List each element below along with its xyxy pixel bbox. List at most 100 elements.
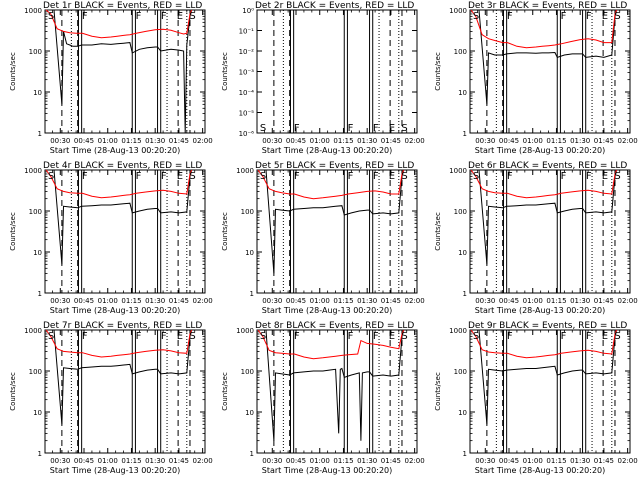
y-tick-label: 1000 [24, 7, 42, 15]
x-tick-label: 01:45 [594, 137, 614, 145]
x-tick-label: 01:15 [546, 297, 566, 305]
y-tick-label: 1000 [236, 327, 254, 335]
flag-label: F [82, 11, 88, 22]
flag-label: S [189, 331, 195, 342]
y-tick-label: 100 [29, 48, 42, 56]
x-tick-label: 01:00 [98, 297, 118, 305]
events-series-line [471, 169, 618, 265]
x-tick-label: 00:30 [262, 137, 282, 145]
y-tick-label: 1 [38, 290, 42, 298]
flag-label: F [136, 171, 142, 182]
x-tick-label: 01:15 [121, 137, 141, 145]
events-series-line [46, 169, 193, 265]
y-tick-label: 1 [250, 290, 254, 298]
panel-title: Det 8r BLACK = Events, RED = LLD [255, 321, 414, 331]
x-tick-label: 01:15 [333, 457, 353, 465]
x-tick-label: 02:00 [405, 297, 425, 305]
y-tick-label: 100 [241, 368, 254, 376]
x-tick-label: 02:00 [618, 297, 638, 305]
y-tick-label: 1 [463, 450, 467, 458]
y-axis-label: Counts/sec [221, 372, 229, 411]
x-tick-label: 01:45 [381, 297, 401, 305]
flag-label: F [348, 123, 354, 134]
flag-label: F [82, 171, 88, 182]
x-tick-label: 01:00 [98, 137, 118, 145]
x-tick-label: 01:45 [594, 457, 614, 465]
panel-det-5: Det 5r BLACK = Events, RED = LLD Counts/s… [221, 161, 425, 315]
plot-frame [256, 9, 418, 134]
lld-series-line [470, 329, 618, 359]
x-tick-label: 01:30 [145, 137, 165, 145]
panel-title: Det 2r BLACK = Events, RED = LLD [255, 1, 414, 11]
flag-label: E [602, 11, 608, 22]
flag-label: F [586, 171, 592, 182]
plot-frame [256, 169, 418, 294]
flag-label: E [177, 171, 183, 182]
y-tick-label: 10⁻¹ [239, 28, 255, 36]
y-tick-label: 1 [38, 130, 42, 138]
x-tick-label: 00:45 [499, 457, 519, 465]
flag-label: S [473, 11, 479, 22]
y-tick-label: 1000 [449, 327, 467, 335]
panel-title: Det 7r BLACK = Events, RED = LLD [43, 321, 202, 331]
events-series-line [258, 329, 405, 441]
flag-label: S [260, 171, 266, 182]
y-tick-label: 10⁻³ [239, 69, 255, 77]
x-tick-label: 00:30 [475, 297, 495, 305]
panel-det-4: Det 4r BLACK = Events, RED = LLD Counts/s… [9, 161, 213, 315]
y-tick-label: 100 [29, 208, 42, 216]
x-tick-label: 02:00 [618, 457, 638, 465]
flag-label: F [294, 171, 300, 182]
x-tick-label: 01:30 [570, 137, 590, 145]
flag-label: F [373, 123, 379, 134]
x-tick-label: 01:45 [169, 297, 189, 305]
x-tick-label: 01:00 [310, 297, 330, 305]
panel-title: Det 5r BLACK = Events, RED = LLD [255, 161, 414, 171]
x-tick-label: 00:30 [262, 297, 282, 305]
x-tick-label: 01:00 [310, 137, 330, 145]
x-tick-label: 01:30 [357, 297, 377, 305]
y-tick-label: 10 [245, 409, 254, 417]
y-tick-label: 1 [463, 130, 467, 138]
plot-frame [44, 329, 206, 454]
x-tick-label: 01:30 [145, 457, 165, 465]
panel-det-6: Det 6r BLACK = Events, RED = LLD Counts/s… [434, 161, 638, 315]
flag-label: F [586, 331, 592, 342]
flag-label: S [189, 11, 195, 22]
x-tick-label: 01:30 [357, 137, 377, 145]
flag-label: E [389, 331, 395, 342]
x-tick-label: 02:00 [193, 137, 213, 145]
y-axis-label: Counts/sec [9, 212, 17, 251]
lld-series-line [45, 9, 193, 39]
panel-title: Det 3r BLACK = Events, RED = LLD [468, 1, 627, 11]
x-tick-label: 02:00 [405, 137, 425, 145]
events-series-line [46, 329, 193, 425]
flag-label: F [561, 331, 567, 342]
x-tick-label: 01:00 [523, 297, 543, 305]
plot-frame [44, 169, 206, 294]
x-tick-label: 01:00 [310, 457, 330, 465]
y-tick-label: 10⁻⁵ [239, 110, 255, 118]
x-tick-label: 01:15 [121, 297, 141, 305]
flag-label: F [348, 171, 354, 182]
panel-det-7: Det 7r BLACK = Events, RED = LLD Counts/s… [9, 321, 213, 475]
y-axis-label: Counts/sec [9, 52, 17, 91]
flag-label: S [48, 11, 54, 22]
x-axis-label: Start Time (28-Aug-13 00:20:20) [50, 306, 181, 315]
lld-series-line [45, 329, 193, 358]
y-tick-label: 10 [458, 89, 467, 97]
flag-label: F [82, 331, 88, 342]
events-series-line [471, 329, 618, 425]
x-axis-label: Start Time (28-Aug-13 00:20:20) [475, 146, 606, 155]
flag-label: F [136, 11, 142, 22]
flag-label: F [561, 171, 567, 182]
x-tick-label: 01:30 [570, 457, 590, 465]
x-tick-label: 01:45 [169, 457, 189, 465]
y-axis-label: Counts/sec [9, 372, 17, 411]
flag-label: S [401, 331, 407, 342]
y-tick-label: 1 [250, 450, 254, 458]
plot-frame [256, 329, 418, 454]
y-tick-label: 1000 [449, 167, 467, 175]
x-tick-label: 02:00 [405, 457, 425, 465]
flag-label: E [177, 331, 183, 342]
